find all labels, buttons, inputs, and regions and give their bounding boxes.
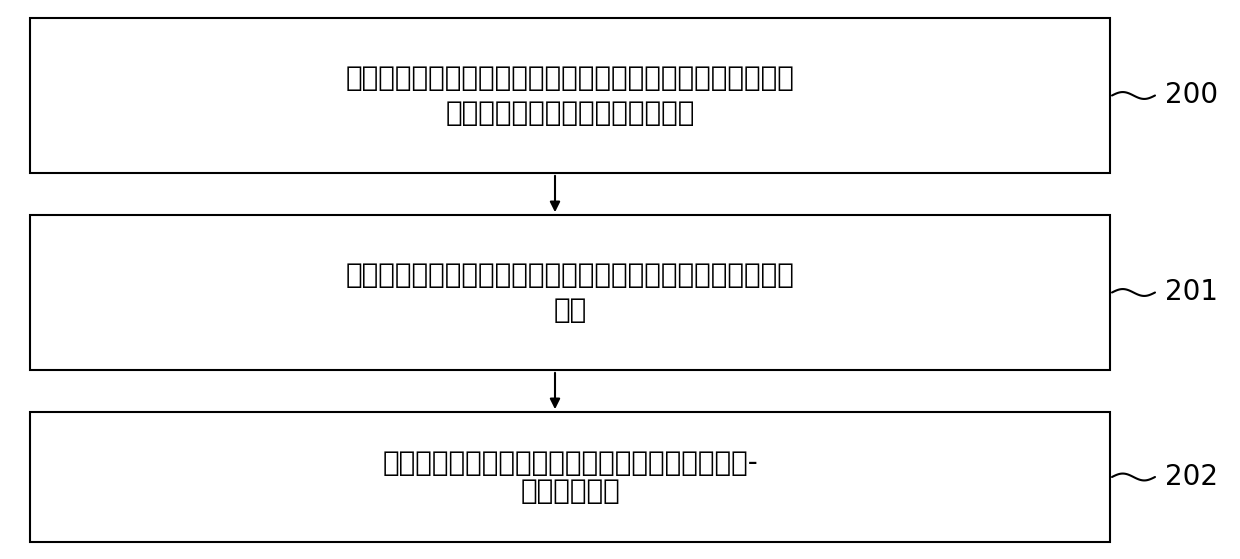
Bar <box>30 215 1110 370</box>
Text: 根据所述生长厚度分布和所述面内应力场，确定力-: 根据所述生长厚度分布和所述面内应力场，确定力- <box>382 449 758 477</box>
Text: 201: 201 <box>1166 278 1218 306</box>
Text: 202: 202 <box>1166 463 1218 491</box>
Text: 待测区域的氧化膜的生长厚度分布: 待测区域的氧化膜的生长厚度分布 <box>445 98 694 126</box>
Bar <box>30 18 1110 173</box>
Text: 化学耦合机理: 化学耦合机理 <box>520 477 620 505</box>
Text: 据所述第一图像和所述第二图像，确定所述待测区域的面内应: 据所述第一图像和所述第二图像，确定所述待测区域的面内应 <box>346 262 795 290</box>
Bar <box>30 412 1110 542</box>
Text: 根据所述第二高度场与所述第一高度场之间的差值，确定所述: 根据所述第二高度场与所述第一高度场之间的差值，确定所述 <box>346 64 795 92</box>
Text: 力场: 力场 <box>553 296 587 324</box>
Text: 200: 200 <box>1166 81 1218 109</box>
